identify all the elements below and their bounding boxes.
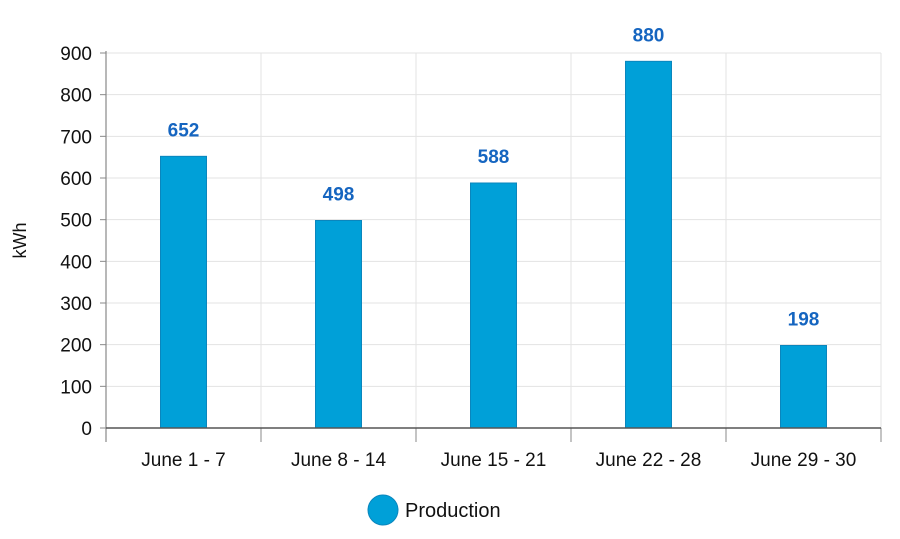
data-label: 588 bbox=[478, 147, 510, 168]
y-tick-label: 700 bbox=[60, 127, 92, 148]
bars bbox=[160, 60, 827, 429]
x-tick-label: June 15 - 21 bbox=[441, 450, 547, 471]
legend-swatch-production bbox=[367, 494, 399, 526]
data-label: 498 bbox=[323, 185, 355, 206]
x-tick-label: June 22 - 28 bbox=[596, 450, 702, 471]
x-tick-label: June 29 - 30 bbox=[751, 450, 857, 471]
x-tick-label: June 8 - 14 bbox=[291, 450, 386, 471]
legend: Production bbox=[367, 494, 501, 526]
y-tick-label: 500 bbox=[60, 211, 92, 232]
y-axis-title: kWh bbox=[10, 223, 30, 259]
bar bbox=[625, 60, 672, 429]
data-label: 880 bbox=[633, 25, 665, 46]
bar bbox=[470, 182, 517, 429]
legend-label-production: Production bbox=[405, 500, 501, 522]
y-tick-label: 0 bbox=[81, 419, 92, 440]
axes: 0 100 200 300 400 500 600 700 800 900 June 1 - 7 Ju… bbox=[60, 44, 882, 471]
data-label: 198 bbox=[788, 310, 820, 331]
data-label: 652 bbox=[168, 120, 200, 141]
y-tick-label: 800 bbox=[60, 86, 92, 107]
bar bbox=[315, 220, 362, 429]
y-tick-label: 100 bbox=[60, 377, 92, 398]
data-labels: 652 498 588 880 198 bbox=[168, 25, 820, 330]
y-tick-label: 600 bbox=[60, 169, 92, 190]
y-tick-label: 900 bbox=[60, 44, 92, 65]
bar bbox=[160, 155, 207, 429]
x-tick-label: June 1 - 7 bbox=[141, 450, 226, 471]
y-tick-label: 200 bbox=[60, 336, 92, 357]
y-tick-label: 400 bbox=[60, 252, 92, 273]
bar bbox=[780, 345, 827, 429]
y-tick-label: 300 bbox=[60, 294, 92, 315]
